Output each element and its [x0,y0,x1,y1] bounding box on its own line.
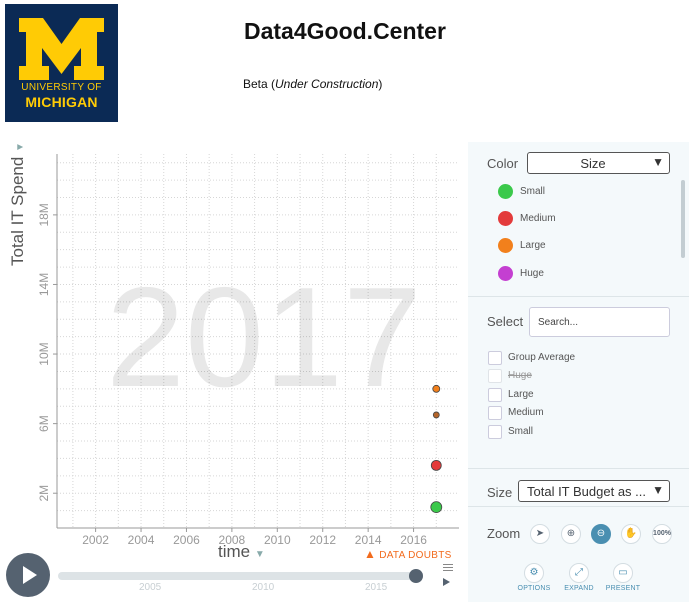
zoom-label: Zoom [487,526,521,541]
side-panel: Color Size ▼ Small Medium Large Huge Sele… [468,142,689,602]
timeline-tick: 2015 [365,582,388,593]
block-m-icon [19,18,104,80]
expand-button[interactable]: ⤢ EXPAND [554,562,604,592]
data-point-medium [430,459,442,471]
x-tick-label: 2004 [128,533,155,547]
legend-dot [498,184,513,199]
size-dropdown[interactable]: Total IT Budget as ... ▼ [518,480,670,502]
x-tick-label: 2006 [173,533,200,547]
checkbox [488,425,502,439]
logo-line-1: UNIVERSITY OF [21,82,102,93]
y-tick-label: 6M [37,415,51,432]
university-logo: UNIVERSITY OF MICHIGAN [5,4,118,122]
checkbox [488,406,502,420]
data-doubts-link[interactable]: ▲ DATA DOUBTS [364,547,452,561]
timeline-slider-handle[interactable] [409,569,424,583]
site-title: Data4Good.Center [244,18,446,44]
x-tick-label: 2014 [355,533,382,547]
select-section: Select [468,297,689,467]
data-point-large [432,384,441,393]
zoom-in-icon[interactable]: ⊕ [561,524,581,544]
size-label: Size [487,485,513,500]
timeline-slider-track[interactable] [58,572,420,580]
x-tick-label: 2012 [309,533,336,547]
color-label: Color [487,156,519,171]
chevron-down-icon: ▼ [652,155,664,169]
color-section: Color Size ▼ Small Medium Large Huge [468,142,689,297]
pointer-icon[interactable]: ➤ [530,524,550,544]
x-axis-caret-icon: ▼ [254,549,265,560]
legend-scrollbar[interactable] [681,180,685,258]
bubble-chart: 2017 2002 2004 2006 2008 2010 2012 2014 2016 2M 6M… [0,148,465,578]
x-axis-title[interactable]: time ▼ [218,542,265,561]
timeline-tick: 2005 [139,582,162,593]
x-tick-label: 2010 [264,533,291,547]
speed-control-icon[interactable] [443,562,453,586]
y-axis-title[interactable]: Total IT Spend ▼ [8,142,27,266]
search-input[interactable] [529,307,670,337]
checkbox [488,369,502,383]
data-point-small [430,501,443,514]
x-tick-label: 2008 [219,533,246,547]
timeline-tick: 2010 [252,582,275,593]
warning-icon: ▲ [364,547,377,561]
chart-canvas[interactable]: 2017 2002 2004 2006 2008 2010 2012 2014 2016 2M 6M… [0,148,465,578]
gear-icon: ⚙ [524,563,544,583]
y-tick-label: 2M [37,485,51,502]
y-tick-label: 14M [37,273,51,296]
legend-dot [498,266,513,281]
site-subtitle: Beta (Under Construction) [243,77,383,91]
checkbox [488,388,502,402]
y-tick-label: 18M [37,203,51,226]
chevron-down-icon: ▼ [652,483,664,497]
checkbox [488,351,502,365]
y-tick-label: 10M [37,342,51,365]
present-button[interactable]: ▭ PRESENT [598,562,648,592]
present-icon: ▭ [613,563,633,583]
y-axis-caret-icon: ▼ [15,142,26,152]
play-button[interactable] [6,553,50,597]
options-button[interactable]: ⚙ OPTIONS [509,562,559,592]
legend-dot [498,238,513,253]
logo-line-2: MICHIGAN [25,94,98,110]
color-dropdown[interactable]: Size ▼ [527,152,670,174]
legend-dot [498,211,513,226]
background-year-label: 2017 [106,258,422,417]
pan-hand-icon[interactable]: ✋ [621,524,641,544]
x-tick-label: 2002 [82,533,109,547]
expand-icon: ⤢ [569,563,589,583]
select-label: Select [487,314,524,329]
zoom-reset-button[interactable]: 100% [652,524,672,544]
zoom-out-icon[interactable]: ⊖ [591,524,611,544]
data-point-huge [432,411,440,419]
x-tick-label: 2016 [400,533,427,547]
size-section: Size Total IT Budget as ... ▼ [468,468,689,507]
